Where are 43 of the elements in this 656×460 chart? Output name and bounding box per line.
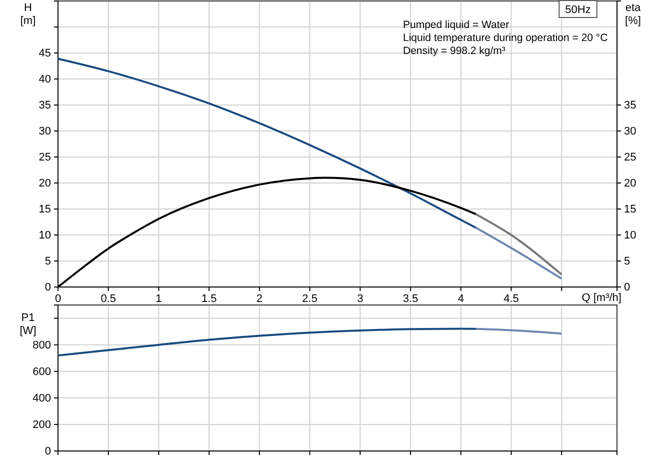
x-tick-label: 2.5 [302,292,318,305]
x-tick-label: 2 [256,292,263,305]
y2-tick-label: 20 [624,178,636,190]
y-tick-label: 15 [38,204,51,216]
y-tick-label: 40 [38,74,51,86]
y-tick-label: 25 [38,152,51,164]
x-tick-label: 0.5 [100,292,116,305]
y2-tick-label: 25 [624,152,636,164]
x-tick-label: 1 [156,292,162,305]
y2-tick-label: 15 [624,204,636,216]
y-axis-title: P1 [W] [20,312,36,337]
x-tick-label: 3.5 [402,292,418,305]
y-tick-label: 45 [38,48,51,60]
x-tick-label: 1.5 [201,292,217,305]
y-axis-title: H [m] [20,2,36,27]
y-tick-label: 600 [32,366,51,378]
x-tick-label: 0 [54,292,62,305]
line-series [57,328,477,356]
annotation: Pumped liquid = Water [403,19,510,31]
x-axis-title: Q [m³/h] [582,292,622,304]
annotation: Density = 998.2 kg/m³ [403,45,506,57]
y-tick-label: 0 [44,282,51,294]
y-tick-label: 800 [32,339,51,352]
x-tick-label: 4 [458,292,464,305]
y2-tick-label: 10 [624,230,636,242]
y-tick-label: 0 [44,446,51,458]
x-tick-label: 3 [357,292,364,305]
y2-tick-label: 5 [624,256,630,268]
y-tick-label: 400 [32,392,51,404]
y-tick-label: 30 [38,126,51,138]
line-series [57,58,477,229]
y-tick-label: 10 [38,230,51,242]
y2-tick-label: 35 [624,100,636,112]
y-tick-label: 35 [38,100,51,112]
x-tick-label: 4.5 [504,292,519,305]
y-tick-label: 20 [38,178,51,190]
y2-tick-label: 30 [624,126,636,138]
annotation: Liquid temperature during operation = 20 °C [403,32,608,44]
chart-title: 50Hz [565,4,591,16]
y2-tick-label: 0 [624,282,630,294]
y-tick-label: 200 [32,418,51,431]
y2-axis-title: eta [%] [625,2,642,27]
y-tick-label: 5 [44,256,51,268]
